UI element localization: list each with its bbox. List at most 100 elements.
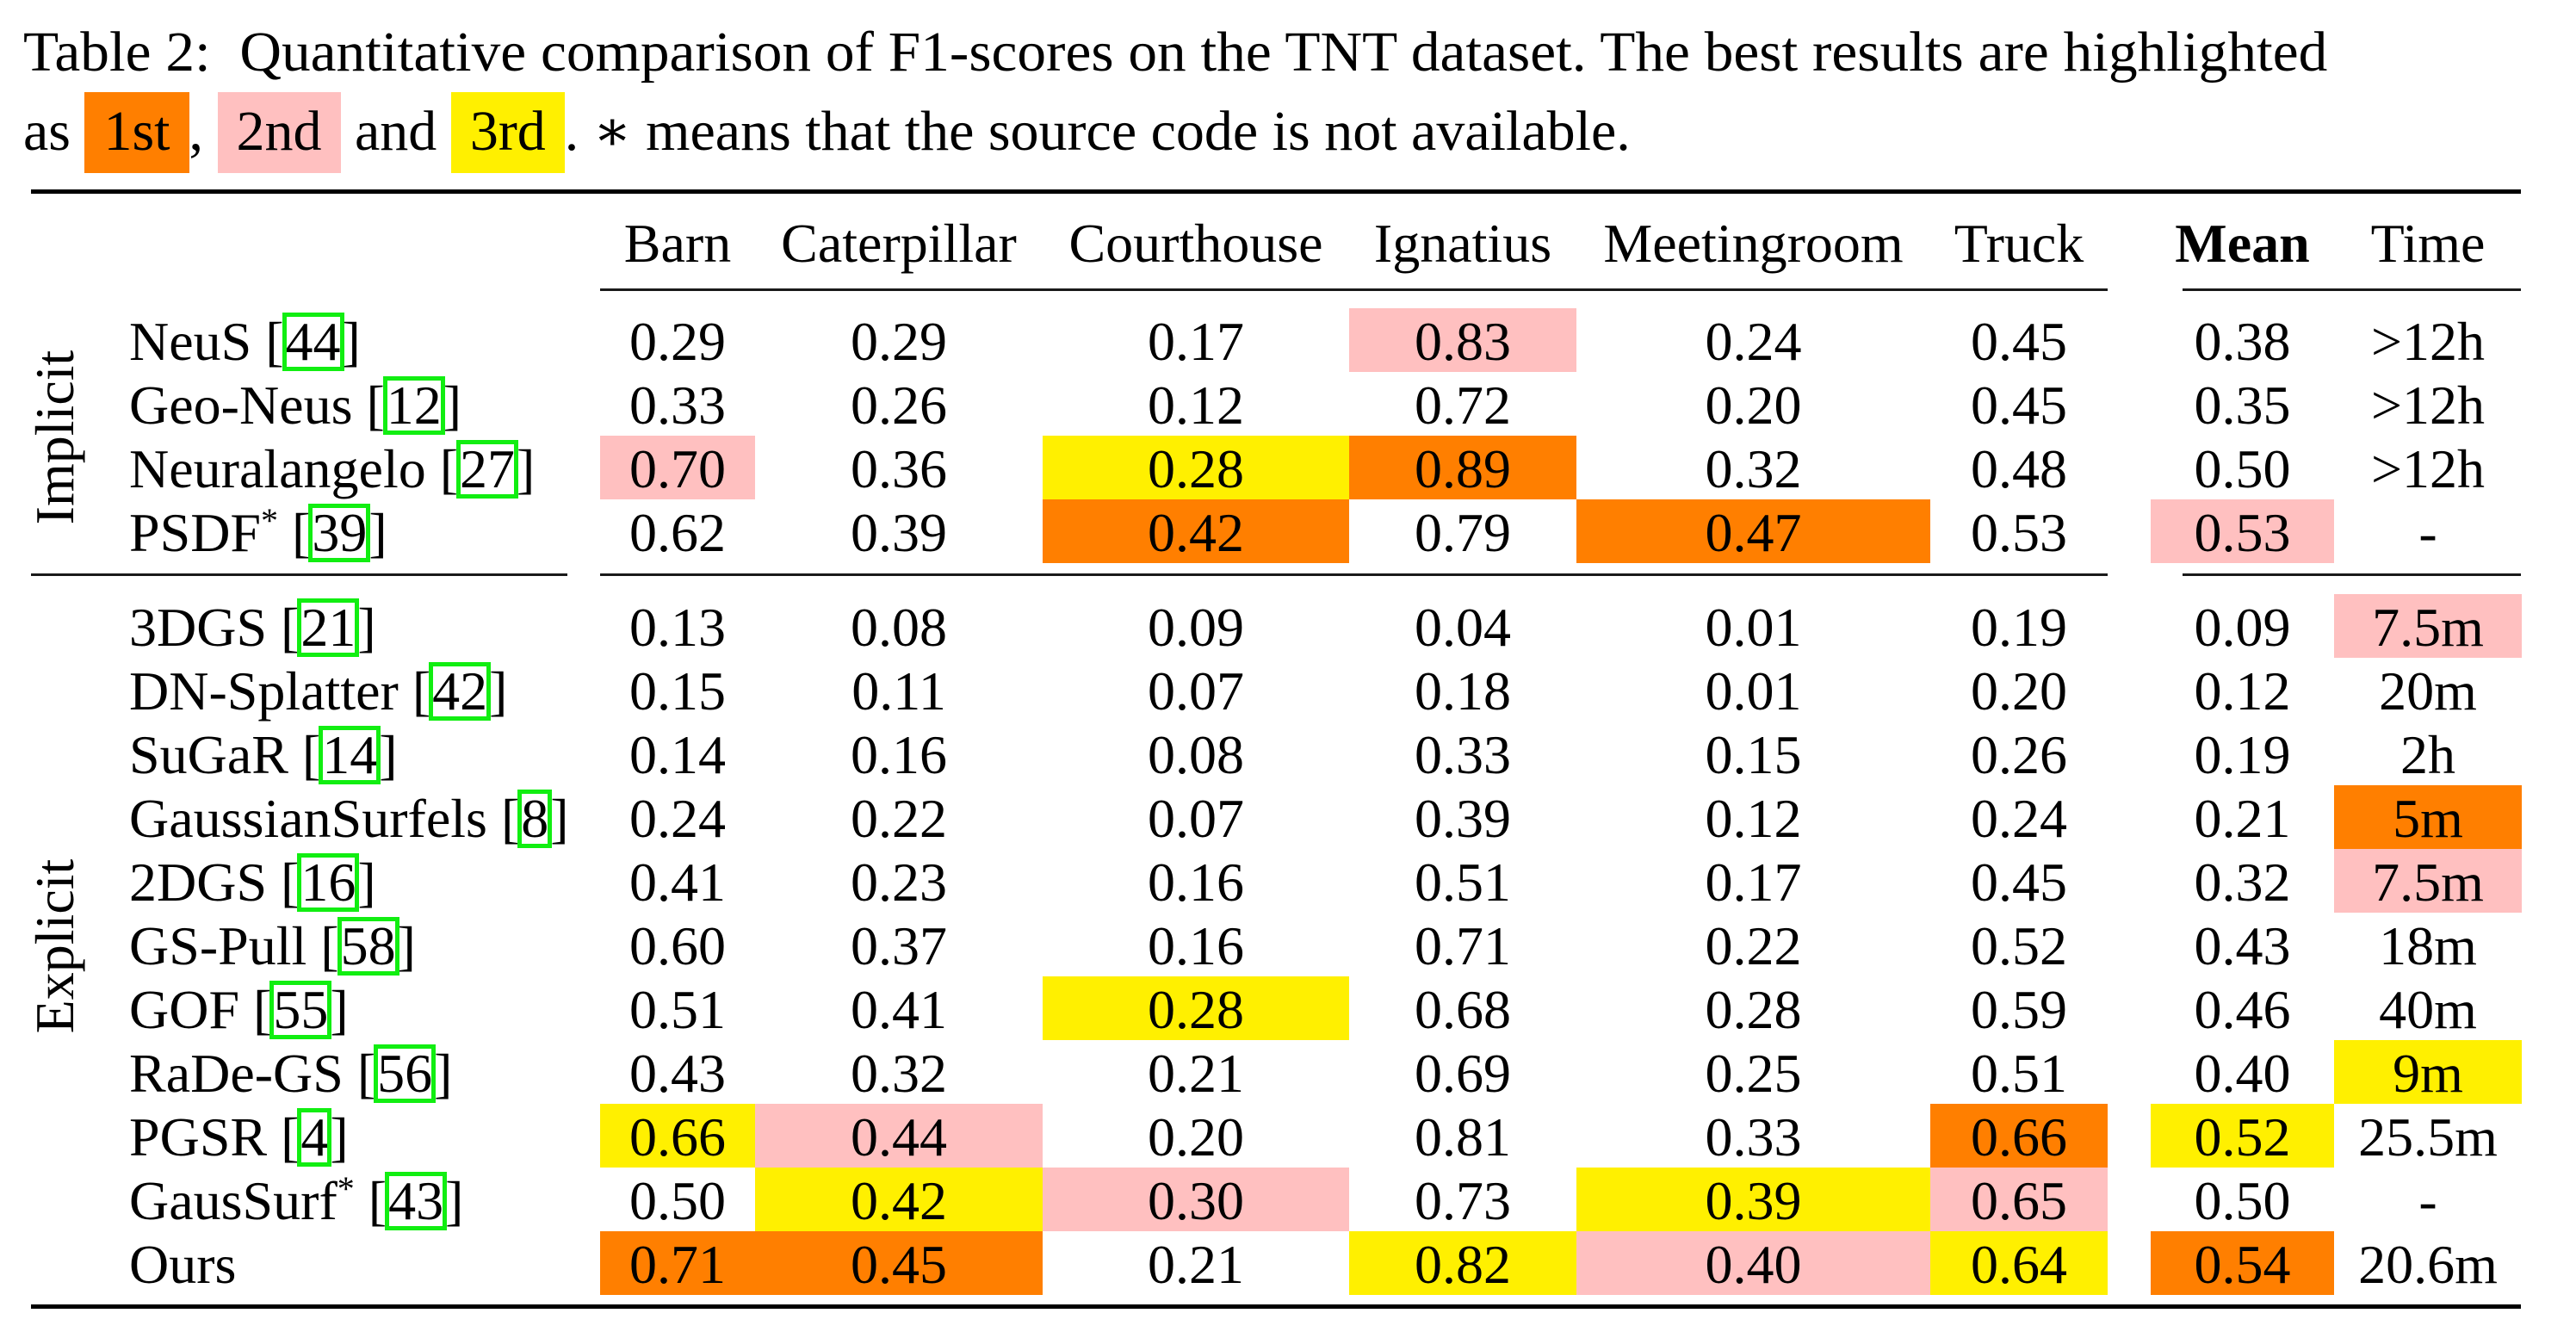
citation-link[interactable]: 8 [517,788,553,849]
method-name-rade-gs: RaDe-GS [56] [129,1043,453,1104]
table-caption-line-1: Table 2: Quantitative comparison of F1-s… [23,24,2327,81]
cell-gaussurf-barn: 0.50 [629,1170,726,1231]
method-name-neuralangelo: Neuralangelo [27] [129,438,536,499]
citation-link[interactable]: 4 [297,1106,332,1168]
citation-link[interactable]: 56 [374,1043,437,1104]
cell-ours-barn: 0.71 [600,1231,755,1295]
cell-neus-time: >12h [2370,311,2486,372]
cell-psdf-truck: 0.53 [1971,502,2067,563]
cell-dn-splatter-courthouse: 0.07 [1148,660,1244,722]
cell-gaussiansurfels-time: 5m [2334,785,2522,849]
table-caption-line-2: as 1st, 2nd and 3rd. ∗ means that the so… [23,92,1631,173]
cell-neus-truck: 0.45 [1971,311,2067,372]
citation-link[interactable]: 55 [269,979,332,1040]
cell-rade-gs-barn: 0.43 [629,1043,726,1104]
method-label: PGSR [129,1106,268,1168]
cell-neus-meetingroom: 0.24 [1705,311,1802,372]
cell-geo-neus-caterpillar: 0.26 [851,375,947,436]
bottom-rule [31,1304,2521,1309]
legend-third-badge: 3rd [450,92,565,173]
cell-3dgs-meetingroom: 0.01 [1705,597,1802,658]
citation-link[interactable]: 16 [297,852,360,913]
cell-sugar-barn: 0.14 [629,724,726,785]
cell-gs-pull-truck: 0.52 [1971,915,2067,976]
cell-geo-neus-barn: 0.33 [629,375,726,436]
citation-link[interactable]: 14 [319,724,381,785]
method-label: Geo-Neus [129,375,353,436]
cell-gaussurf-courthouse: 0.30 [1043,1168,1349,1231]
method-name-dn-splatter: DN-Splatter [42] [129,660,508,722]
mid-rule-methods [31,573,567,576]
caption-prefix: as [23,100,71,163]
group-label-explicit: Explicit [24,858,85,1034]
legend-first-badge: 1st [84,92,189,173]
citation-link[interactable]: 42 [429,660,492,722]
cell-gaussurf-mean: 0.50 [2194,1170,2291,1231]
cell-gaussiansurfels-courthouse: 0.07 [1148,788,1244,849]
cell-sugar-ignatius: 0.33 [1415,724,1511,785]
citation-link[interactable]: 12 [382,375,445,436]
caption-and: and [355,100,437,163]
citation-link[interactable]: 39 [308,502,371,563]
cell-2dgs-truck: 0.45 [1971,852,2067,913]
column-header-caterpillar: Caterpillar [781,213,1017,274]
legend-second-badge: 2nd [217,92,341,173]
cell-ours-time: 20.6m [2358,1234,2498,1295]
cell-dn-splatter-barn: 0.15 [629,660,726,722]
cell-dn-splatter-mean: 0.12 [2194,660,2291,722]
cell-pgsr-time: 25.5m [2358,1106,2498,1168]
header-rule-summary [2183,288,2521,291]
citation-link[interactable]: 27 [456,438,519,499]
cell-sugar-caterpillar: 0.16 [851,724,947,785]
cell-gaussiansurfels-meetingroom: 0.12 [1705,788,1802,849]
cell-ours-meetingroom: 0.40 [1576,1231,1930,1295]
cell-gaussurf-meetingroom: 0.39 [1576,1168,1930,1231]
cell-gaussurf-ignatius: 0.73 [1415,1170,1511,1231]
cell-gs-pull-courthouse: 0.16 [1148,915,1244,976]
method-label: PSDF [129,502,261,563]
cell-pgsr-meetingroom: 0.33 [1705,1106,1802,1168]
cell-gaussurf-time: - [2418,1170,2437,1231]
cell-neus-caterpillar: 0.29 [851,311,947,372]
method-label: NeuS [129,311,252,372]
column-header-ignatius: Ignatius [1373,213,1552,274]
cell-2dgs-caterpillar: 0.23 [851,852,947,913]
column-header-time: Time [2370,213,2486,274]
cell-ours-caterpillar: 0.45 [755,1231,1043,1295]
citation-link[interactable]: 21 [297,597,360,658]
cell-sugar-mean: 0.19 [2194,724,2291,785]
cell-rade-gs-meetingroom: 0.25 [1705,1043,1802,1104]
cell-pgsr-caterpillar: 0.44 [755,1104,1043,1168]
cell-neuralangelo-truck: 0.48 [1971,438,2067,499]
citation-link[interactable]: 58 [337,915,399,976]
cell-gof-truck: 0.59 [1971,979,2067,1040]
cell-sugar-time: 2h [2400,724,2455,785]
citation-link[interactable]: 44 [282,311,344,372]
cell-gof-time: 40m [2379,979,2477,1040]
cell-gaussiansurfels-mean: 0.21 [2194,788,2291,849]
cell-2dgs-mean: 0.32 [2194,852,2291,913]
caption-text: Table 2: Quantitative comparison of F1-s… [23,21,2328,84]
top-rule [31,189,2521,194]
mid-rule-summary [2183,573,2521,576]
cell-pgsr-mean: 0.52 [2151,1104,2334,1168]
cell-rade-gs-mean: 0.40 [2194,1043,2291,1104]
cell-rade-gs-truck: 0.51 [1971,1043,2067,1104]
cell-neus-ignatius: 0.83 [1349,308,1576,372]
cell-gs-pull-mean: 0.43 [2194,915,2291,976]
cell-gaussurf-caterpillar: 0.42 [755,1168,1043,1231]
method-name-gaussiansurfels: GaussianSurfels [8] [129,788,569,849]
method-name-pgsr: PGSR [4] [129,1106,349,1168]
cell-geo-neus-truck: 0.45 [1971,375,2067,436]
cell-3dgs-barn: 0.13 [629,597,726,658]
header-rule-scenes [600,288,2108,291]
citation-link[interactable]: 43 [385,1170,448,1231]
cell-rade-gs-time: 9m [2334,1040,2522,1104]
cell-gaussiansurfels-caterpillar: 0.22 [851,788,947,849]
cell-psdf-courthouse: 0.42 [1043,499,1349,563]
method-label: Neuralangelo [129,438,426,499]
cell-ours-mean: 0.54 [2151,1231,2334,1295]
cell-neuralangelo-courthouse: 0.28 [1043,436,1349,499]
cell-ours-courthouse: 0.21 [1148,1234,1244,1295]
cell-dn-splatter-time: 20m [2379,660,2477,722]
